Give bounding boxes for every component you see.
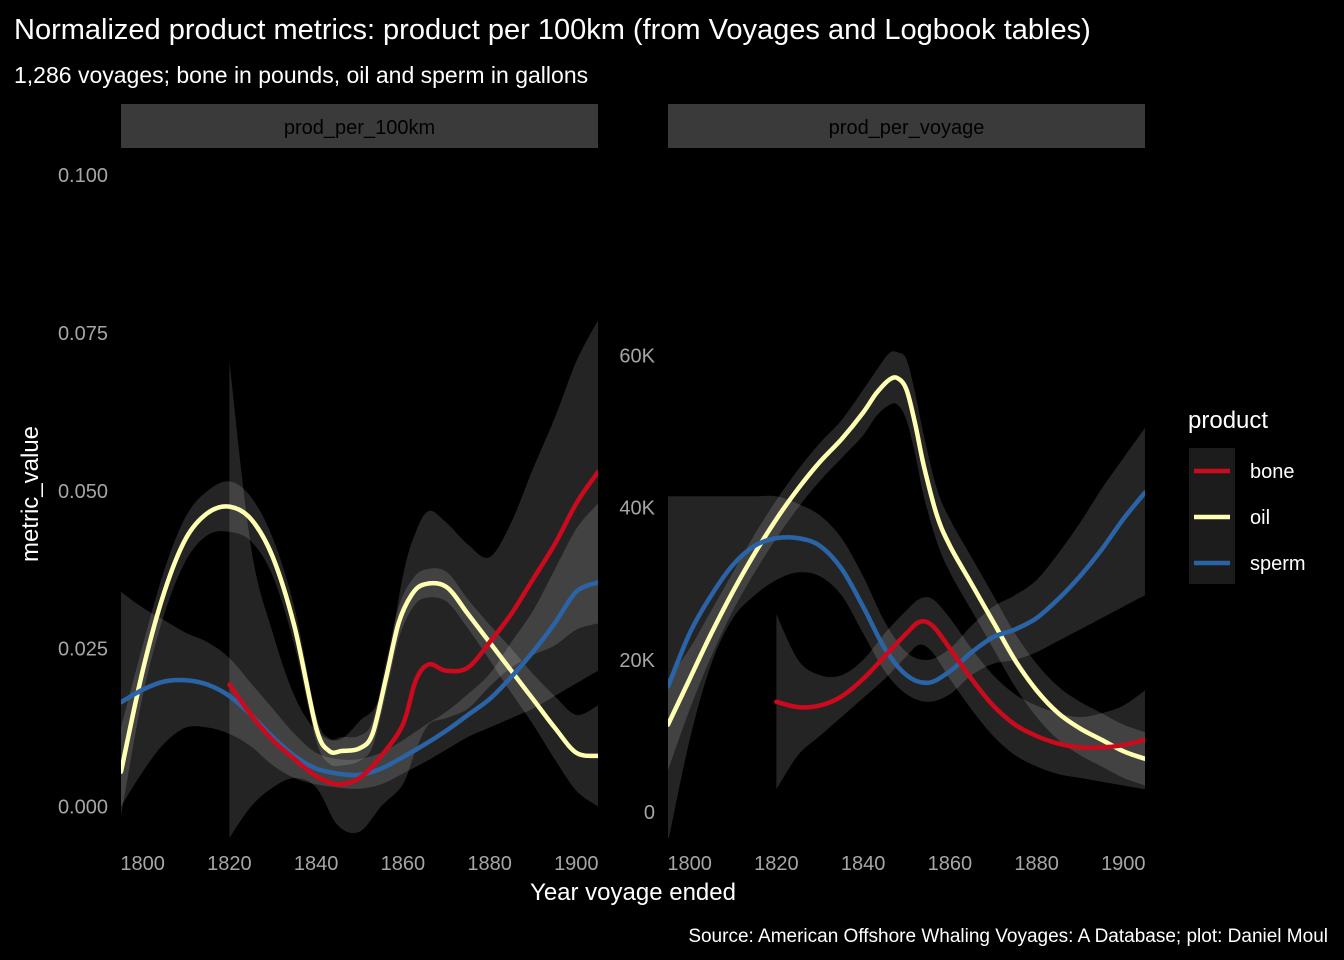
series-line-bone: [227, 469, 598, 787]
legend-label-oil: oil: [1250, 507, 1270, 529]
facet-panel-prod_per_voyage: prod_per_voyage 0 20K 40K 60K 1800 1820 1840 186…: [619, 104, 1146, 875]
x-tick-label: 1900: [1101, 853, 1146, 875]
facet-strip-label: prod_per_100km: [284, 117, 435, 139]
y-tick-label: 20K: [619, 650, 655, 672]
y-tick-label: 0.025: [58, 639, 108, 661]
legend-item-bone: bone: [1194, 461, 1295, 483]
x-axis-title: Year voyage ended: [530, 879, 736, 906]
plot-area: [121, 320, 598, 838]
x-tick-label: 1860: [381, 853, 426, 875]
x-tick-label: 1860: [928, 853, 973, 875]
y-tick-label: 0.000: [58, 796, 108, 818]
x-tick-label: 1840: [294, 853, 339, 875]
facet-strip-label: prod_per_voyage: [829, 117, 985, 139]
legend: product bone oil sperm: [1188, 407, 1306, 584]
legend-label-sperm: sperm: [1250, 553, 1306, 575]
series-line-sperm: [121, 580, 598, 778]
legend-item-oil: oil: [1194, 507, 1270, 529]
x-tick-label: 1800: [667, 853, 712, 875]
series-line-bone: [774, 619, 1145, 751]
y-tick-label: 0.100: [58, 165, 108, 187]
chart-caption: Source: American Offshore Whaling Voyage…: [688, 926, 1328, 947]
x-tick-label: 1840: [841, 853, 886, 875]
y-tick-label: 0: [644, 802, 655, 824]
y-axis-title: metric_value: [17, 426, 44, 562]
x-tick-label: 1820: [754, 853, 799, 875]
y-tick-label: 40K: [619, 498, 655, 520]
series-line-oil: [121, 504, 598, 774]
facet-strip: [668, 104, 1145, 148]
legend-title: product: [1188, 407, 1268, 434]
x-tick-label: 1880: [1014, 853, 1059, 875]
x-tick-label: 1800: [120, 853, 165, 875]
series-line-sperm: [668, 490, 1145, 689]
x-tick-label: 1900: [554, 853, 599, 875]
y-tick-label: 0.075: [58, 323, 108, 345]
plot-area: [668, 351, 1145, 838]
y-tick-label: 0.050: [58, 481, 108, 503]
confidence-band-bone: [776, 597, 1145, 790]
confidence-band-sperm: [668, 427, 1145, 838]
facet-panels: prod_per_100km 0.000 0.025 0.050 0.075 0.100 1…: [58, 104, 1146, 875]
x-tick-label: 1820: [207, 853, 252, 875]
chart-subtitle: 1,286 voyages; bone in pounds, oil and s…: [14, 62, 588, 88]
legend-label-bone: bone: [1250, 461, 1295, 483]
confidence-band-bone: [229, 320, 598, 838]
facet-panel-prod_per_100km: prod_per_100km 0.000 0.025 0.050 0.075 0.100 1…: [58, 104, 599, 875]
legend-item-sperm: sperm: [1194, 553, 1306, 575]
facet-strip: [121, 104, 598, 148]
y-tick-label: 60K: [619, 345, 655, 367]
legend-items: bone oil sperm: [1194, 461, 1306, 575]
chart-title: Normalized product metrics: product per …: [14, 14, 1091, 46]
confidence-band-sperm: [121, 503, 598, 807]
x-tick-label: 1880: [467, 853, 512, 875]
